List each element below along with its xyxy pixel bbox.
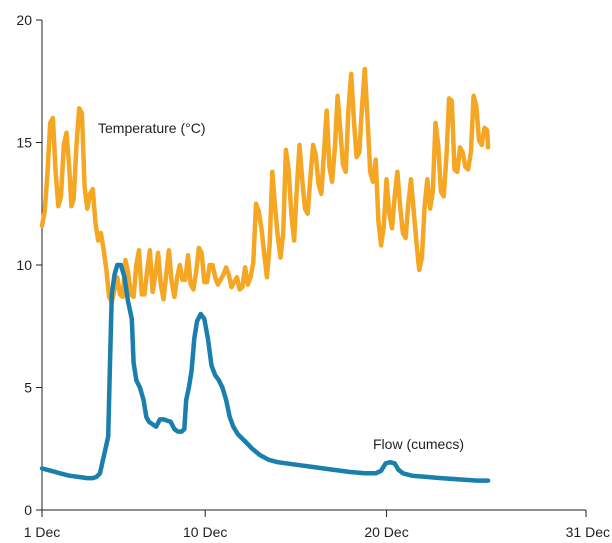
series-label-0: Temperature (°C) — [98, 120, 206, 136]
axes: 0 5 10 15 20 1 Dec 10 Dec 20 Dec 31 Dec — [16, 12, 610, 540]
x-tick-label: 1 Dec — [24, 524, 61, 540]
series-label-1: Flow (cumecs) — [373, 436, 464, 452]
x-tick-label: 10 Dec — [183, 524, 227, 540]
y-tick-label: 20 — [16, 12, 32, 28]
y-tick-label: 10 — [16, 257, 32, 273]
x-tick-label: 20 Dec — [364, 524, 408, 540]
series-labels: Temperature (°C) Flow (cumecs) — [98, 120, 464, 452]
series-line-1 — [39, 262, 491, 483]
y-tick-label: 5 — [24, 380, 32, 396]
x-tick-label: 31 Dec — [566, 524, 610, 540]
plot-area — [39, 66, 491, 483]
y-tick-label: 15 — [16, 135, 32, 151]
y-tick-label: 0 — [24, 502, 32, 518]
series-line-0 — [39, 66, 491, 305]
